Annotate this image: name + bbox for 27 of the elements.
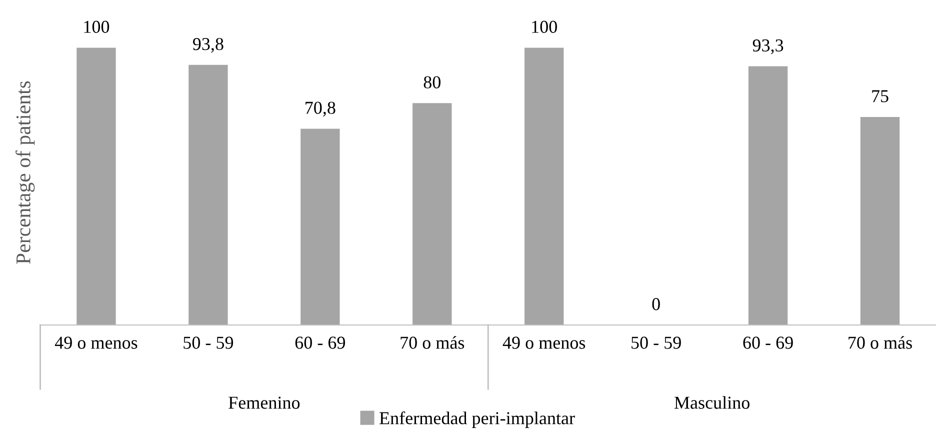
data-label: 93,3 xyxy=(752,39,784,54)
data-label: 0 xyxy=(652,298,660,310)
data-label: 80 xyxy=(424,76,440,88)
data-label: 70,8 xyxy=(306,102,336,117)
data-label: 100 xyxy=(532,20,557,33)
y-axis-title: Percentage of patients xyxy=(16,81,35,264)
x-tick-label: 70 o más xyxy=(848,336,912,349)
legend-label: Enfermedad peri-implantar xyxy=(380,411,575,428)
bar xyxy=(748,66,788,325)
x-tick-label: 49 o menos xyxy=(54,336,138,349)
x-tick-label: 60 - 69 xyxy=(743,336,793,349)
bar xyxy=(76,48,116,325)
bar xyxy=(524,48,564,325)
text: Femenino xyxy=(228,396,300,409)
bar xyxy=(860,117,900,325)
data-label: 93,8 xyxy=(192,38,224,53)
x-tick-label: 50 - 59 xyxy=(184,336,234,349)
x-tick-label: 70 o más xyxy=(400,336,464,349)
x-tick-label: 50 - 59 xyxy=(632,336,681,349)
text: Masculino xyxy=(674,396,750,409)
bar xyxy=(188,64,228,325)
bar xyxy=(300,128,340,325)
x-tick-label: 60 - 69 xyxy=(295,336,346,349)
bar xyxy=(412,103,452,325)
data-label: 75 xyxy=(872,90,888,102)
x-tick-label: 49 o menos xyxy=(502,336,586,349)
data-label: 100 xyxy=(84,20,110,33)
